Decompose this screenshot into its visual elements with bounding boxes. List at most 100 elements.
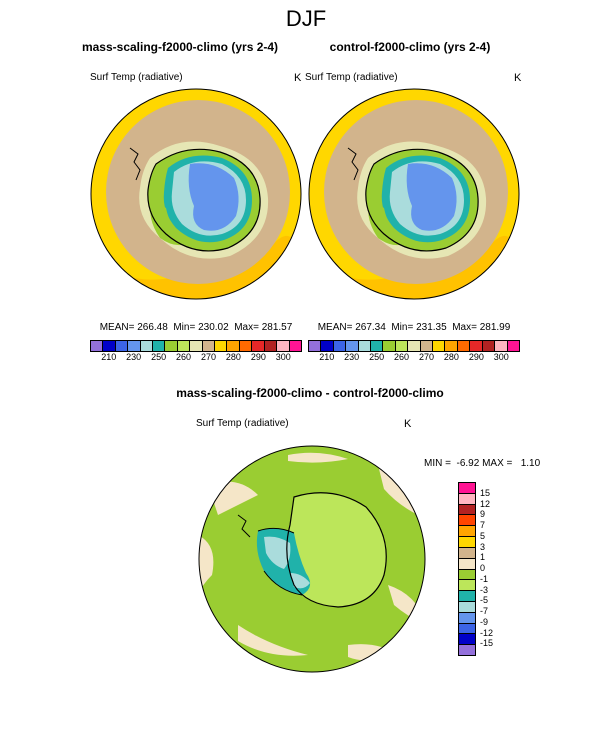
colorbar-swatch xyxy=(371,341,384,351)
panel1-title: mass-scaling-f2000-climo (yrs 2-4) xyxy=(81,40,279,54)
warm-patch xyxy=(91,235,301,299)
colorbar-swatch xyxy=(239,341,253,351)
colorbar-swatch xyxy=(264,341,278,351)
colorbar-tick-label: 7 xyxy=(480,520,486,530)
colorbar-tick-label: 280 xyxy=(443,352,459,362)
colorbar-swatch xyxy=(495,341,508,351)
colorbar-tick-label: 230 xyxy=(344,352,360,362)
diff-units: K xyxy=(404,418,412,430)
colorbar-swatch xyxy=(128,341,141,351)
colorbar-swatch xyxy=(459,645,475,655)
colorbar-tick-label: 15 xyxy=(480,487,491,498)
colorbar-tick-label: 290 xyxy=(250,352,266,362)
panel2-units: K xyxy=(514,72,522,84)
colorbar-swatch xyxy=(459,634,475,646)
colorbar-swatch xyxy=(277,341,290,351)
colorbar-swatch xyxy=(140,341,154,351)
colorbar-tick-label: 12 xyxy=(480,498,491,509)
ross-green xyxy=(150,198,186,246)
panel1-variable: Surf Temp (radiative) xyxy=(90,72,183,83)
colorbar-tick-label: 290 xyxy=(468,352,484,362)
colorbar-swatch xyxy=(309,341,322,351)
colorbar-swatch xyxy=(177,341,191,351)
colorbar-swatch xyxy=(321,341,334,351)
colorbar-swatch xyxy=(459,612,475,624)
colorbar-swatch xyxy=(459,558,475,570)
colorbar-swatch xyxy=(459,569,475,581)
colorbar-swatch xyxy=(153,341,166,351)
colorbar-swatch xyxy=(190,341,203,351)
panel1-stats: MEAN= 266.48 Min= 230.02 Max= 281.57 xyxy=(99,322,293,333)
colorbar-tick-label: 9 xyxy=(480,509,486,520)
colorbar-swatch xyxy=(459,580,475,592)
colorbar-tick-label: 230 xyxy=(126,352,142,362)
colorbar-swatch xyxy=(395,341,409,351)
colorbar-swatch xyxy=(91,341,104,351)
colorbar-tick-label: -9 xyxy=(480,616,489,627)
colorbar-swatch xyxy=(202,341,216,351)
colorbar-tick-label: 250 xyxy=(151,352,167,362)
colorbar-swatch xyxy=(459,493,475,505)
page-title: DJF xyxy=(285,6,327,31)
colorbar-swatch xyxy=(459,623,475,635)
colorbar-tick-label: -5 xyxy=(480,595,489,606)
colorbar-swatch xyxy=(383,341,396,351)
colorbar-swatch xyxy=(459,504,475,516)
colorbar-tick-label: 280 xyxy=(225,352,241,362)
colorbar-swatch xyxy=(459,537,475,548)
colorbar-tick-label: -12 xyxy=(480,627,494,638)
colorbar-tick-label: 250 xyxy=(369,352,385,362)
colorbar-tick-label: 270 xyxy=(200,352,216,362)
colorbar-tick-label: 270 xyxy=(418,352,434,362)
colorbar-swatch xyxy=(115,341,129,351)
colorbar-swatch xyxy=(408,341,421,351)
colorbar-swatch xyxy=(103,341,116,351)
panel1-colorbar-strip xyxy=(90,340,302,352)
panel1-colorbar-ticks: 210 230 250 260 270 280 290 300 xyxy=(90,352,302,364)
diff-map xyxy=(198,445,426,673)
colorbar-swatch xyxy=(457,341,471,351)
colorbar-tick-label: 5 xyxy=(480,530,486,541)
diff-coastline xyxy=(286,492,387,608)
colorbar-tick-label: -3 xyxy=(480,584,489,595)
panel2-colorbar-strip xyxy=(308,340,520,352)
colorbar-tick-label: 210 xyxy=(319,352,335,362)
colorbar-swatch xyxy=(482,341,496,351)
colorbar-swatch xyxy=(470,341,483,351)
colorbar-tick-label: 0 xyxy=(480,563,486,573)
diff-colorbar-ticks: 15 12 9 7 5 3 1 0 -1 -3 -5 -7 -9 -12 -15 xyxy=(480,482,510,654)
colorbar-swatch xyxy=(459,526,475,538)
colorbar-swatch xyxy=(227,341,240,351)
colorbar-swatch xyxy=(165,341,178,351)
colorbar-tick-label: 3 xyxy=(480,541,486,552)
diff-variable: Surf Temp (radiative) xyxy=(196,418,289,429)
colorbar-tick-label: 300 xyxy=(275,352,291,362)
colorbar-swatch xyxy=(358,341,372,351)
panel2-stats: MEAN= 267.34 Min= 231.35 Max= 281.99 xyxy=(317,322,511,333)
colorbar-tick-label: -15 xyxy=(480,638,494,649)
colorbar-swatch xyxy=(445,341,458,351)
colorbar-swatch xyxy=(459,547,475,559)
colorbar-swatch xyxy=(420,341,434,351)
coastline xyxy=(147,148,261,252)
colorbar-tick-label: 260 xyxy=(176,352,192,362)
diff-continent-fill xyxy=(286,492,387,607)
colorbar-swatch xyxy=(333,341,347,351)
colorbar-tick-label: 1 xyxy=(480,552,486,563)
colorbar-tick-label: 210 xyxy=(101,352,117,362)
colorbar-swatch xyxy=(459,591,475,602)
panel1-map xyxy=(90,88,302,300)
colorbar-tick-label: -1 xyxy=(480,573,489,584)
panel2-variable: Surf Temp (radiative) xyxy=(305,72,398,83)
panel2-map xyxy=(308,88,520,300)
colorbar-tick-label: 300 xyxy=(493,352,509,362)
colorbar-tick-label: 260 xyxy=(394,352,410,362)
colorbar-swatch xyxy=(289,341,301,351)
colorbar-swatch xyxy=(252,341,265,351)
panel2-title: control-f2000-climo (yrs 2-4) xyxy=(329,40,491,54)
colorbar-swatch xyxy=(215,341,228,351)
colorbar-swatch xyxy=(346,341,359,351)
colorbar-swatch xyxy=(459,601,475,613)
diff-stats: MIN = -6.92 MAX = 1.10 xyxy=(424,458,541,469)
colorbar-swatch xyxy=(459,515,475,527)
